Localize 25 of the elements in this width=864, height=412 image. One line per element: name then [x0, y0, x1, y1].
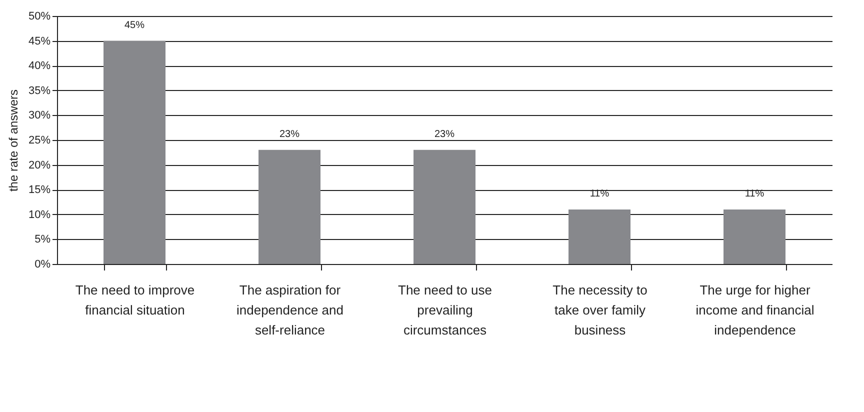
y-tick-label: 5% [34, 234, 51, 246]
bar [568, 209, 630, 264]
y-tick-label: 20% [28, 159, 51, 172]
y-tick-label: 15% [28, 184, 51, 196]
bar [414, 150, 476, 264]
x-tick-label: The aspiration for independence and self-reliance [236, 282, 344, 338]
data-label: 23% [434, 128, 455, 140]
data-label: 23% [279, 128, 300, 140]
bar [258, 150, 320, 264]
y-tick-label: 40% [28, 60, 51, 72]
y-tick-label: 30% [28, 110, 51, 122]
y-tick-label: 45% [28, 35, 51, 48]
y-tick-label: 10% [28, 208, 51, 221]
y-tick-label: 35% [28, 84, 51, 97]
x-tick-label: The urge for higher income and financial independence [696, 282, 814, 338]
x-tick-label: The need to use prevailing circumstances [398, 282, 492, 338]
y-tick-label: 50% [28, 10, 51, 22]
y-tick-label: 0% [34, 258, 51, 270]
y-tick-label: 25% [28, 134, 51, 146]
x-tick-label: The necessity to take over family business [552, 282, 648, 338]
bar [724, 209, 786, 264]
bar [104, 40, 166, 264]
y-axis-title: the rate of answers [6, 89, 20, 192]
x-tick-label: The need to improve financial situation [75, 282, 195, 318]
data-label: 45% [124, 20, 145, 31]
